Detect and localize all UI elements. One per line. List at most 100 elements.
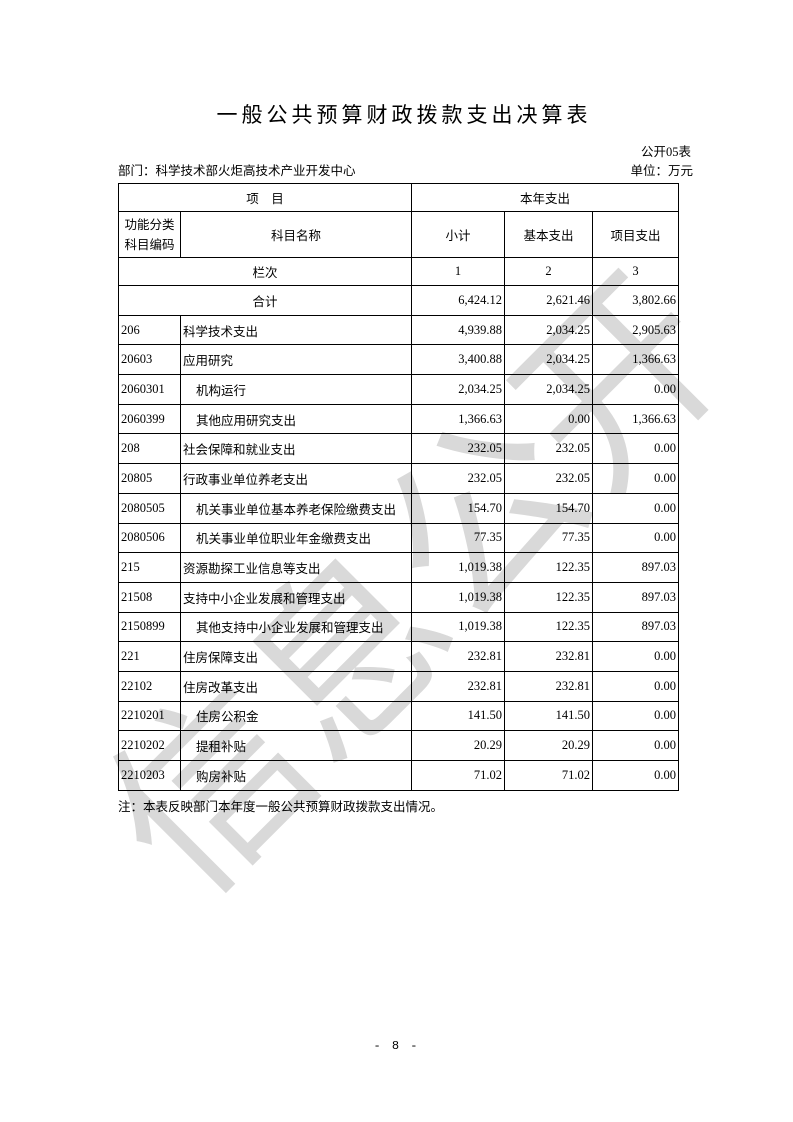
subtotal-cell: 4,939.88 bbox=[411, 314, 506, 346]
subject-cell: 行政事业单位养老支出 bbox=[179, 463, 413, 494]
table-row: 21508 支持中小企业发展和管理支出 1,019.38 122.35 897.… bbox=[118, 581, 680, 613]
total-basic-cell: 2,621.46 bbox=[504, 285, 594, 316]
budget-table: 项 目 本年支出 功能分类 科目编码 科目名称 小计 基本支出 项目支出 栏次 … bbox=[117, 183, 680, 791]
basic-expense-cell: 122.35 bbox=[504, 552, 594, 583]
department-label: 部门：科学技术部火炬高技术产业开发中心 bbox=[118, 164, 356, 178]
code-cell: 20603 bbox=[118, 344, 181, 376]
project-expense-cell: 897.03 bbox=[592, 611, 680, 643]
code-cell: 215 bbox=[118, 552, 181, 583]
table-row: 20603 应用研究 3,400.88 2,034.25 1,366.63 bbox=[118, 344, 680, 376]
project-expense-cell: 0.00 bbox=[592, 522, 680, 554]
code-cell: 2060399 bbox=[118, 403, 181, 435]
project-expense-cell: 0.00 bbox=[592, 492, 680, 524]
project-expense-cell: 0.00 bbox=[592, 374, 680, 405]
subject-cell: 其他支持中小企业发展和管理支出 bbox=[179, 611, 413, 643]
table-header: 项 目 本年支出 功能分类 科目编码 科目名称 小计 基本支出 项目支出 栏次 … bbox=[117, 183, 680, 286]
subject-cell: 社会保障和就业支出 bbox=[179, 433, 413, 465]
code-cell: 2080505 bbox=[118, 492, 181, 524]
column-index-3: 3 bbox=[592, 257, 680, 286]
code-cell: 208 bbox=[118, 433, 181, 465]
total-label-cell: 合计 bbox=[117, 285, 413, 316]
subtotal-cell: 71.02 bbox=[411, 760, 506, 791]
project-expense-cell: 1,366.63 bbox=[592, 344, 680, 376]
table-row: 206 科学技术支出 4,939.88 2,034.25 2,905.63 bbox=[118, 314, 680, 346]
basic-expense-cell: 232.81 bbox=[504, 641, 594, 672]
subject-name-header: 科目名称 bbox=[179, 211, 413, 258]
subject-cell: 应用研究 bbox=[179, 344, 413, 376]
basic-expense-cell: 0.00 bbox=[504, 403, 594, 435]
footnote: 注：本表反映部门本年度一般公共预算财政拨款支出情况。 bbox=[118, 800, 444, 814]
table-meta-row: 部门：科学技术部火炬高技术产业开发中心 单位：万元 bbox=[118, 160, 693, 179]
table-row: 2060399 其他应用研究支出 1,366.63 0.00 1,366.63 bbox=[118, 403, 680, 435]
subtotal-cell: 1,019.38 bbox=[411, 581, 506, 613]
function-code-header-line2: 科目编码 bbox=[124, 237, 175, 252]
code-cell: 221 bbox=[118, 641, 181, 672]
column-index-2: 2 bbox=[504, 257, 594, 286]
project-expense-cell: 0.00 bbox=[592, 730, 680, 761]
unit-label: 单位：万元 bbox=[630, 164, 693, 178]
code-cell: 21508 bbox=[118, 581, 181, 613]
basic-expense-cell: 71.02 bbox=[504, 760, 594, 791]
basic-expense-cell: 20.29 bbox=[504, 730, 594, 761]
subject-cell: 提租补贴 bbox=[179, 730, 413, 761]
subtotal-cell: 77.35 bbox=[411, 522, 506, 554]
code-cell: 2060301 bbox=[118, 374, 181, 405]
subtotal-cell: 232.05 bbox=[411, 433, 506, 465]
subtotal-cell: 232.81 bbox=[411, 641, 506, 672]
subject-cell: 机关事业单位职业年金缴费支出 bbox=[179, 522, 413, 554]
project-expense-cell: 0.00 bbox=[592, 463, 680, 494]
sheet-number-label: 公开05表 bbox=[640, 145, 691, 159]
header-group-row: 项 目 本年支出 bbox=[117, 183, 680, 212]
table-row: 221 住房保障支出 232.81 232.81 0.00 bbox=[118, 641, 680, 672]
table-row: 2210201 住房公积金 141.50 141.50 0.00 bbox=[118, 700, 680, 732]
code-cell: 206 bbox=[118, 314, 181, 346]
table-body: 合计 6,424.12 2,621.46 3,802.66 206 科学技术支出… bbox=[117, 285, 680, 791]
basic-expense-cell: 232.05 bbox=[504, 433, 594, 465]
subtotal-cell: 20.29 bbox=[411, 730, 506, 761]
project-expense-header: 项目支出 bbox=[592, 211, 680, 258]
table-row: 2060301 机构运行 2,034.25 2,034.25 0.00 bbox=[118, 374, 680, 405]
subject-cell: 机构运行 bbox=[179, 374, 413, 405]
subject-cell: 住房改革支出 bbox=[179, 670, 413, 702]
subtotal-cell: 232.81 bbox=[411, 670, 506, 702]
subject-cell: 机关事业单位基本养老保险缴费支出 bbox=[179, 492, 413, 524]
code-cell: 22102 bbox=[118, 670, 181, 702]
code-cell: 2080506 bbox=[118, 522, 181, 554]
project-expense-cell: 2,905.63 bbox=[592, 314, 680, 346]
subtotal-header: 小计 bbox=[411, 211, 506, 258]
header-columns-row: 功能分类 科目编码 科目名称 小计 基本支出 项目支出 bbox=[118, 211, 680, 258]
basic-expense-cell: 2,034.25 bbox=[504, 344, 594, 376]
subject-cell: 支持中小企业发展和管理支出 bbox=[179, 581, 413, 613]
subtotal-cell: 154.70 bbox=[411, 492, 506, 524]
subtotal-cell: 1,019.38 bbox=[411, 611, 506, 643]
project-expense-cell: 0.00 bbox=[592, 641, 680, 672]
basic-expense-cell: 122.35 bbox=[504, 581, 594, 613]
table-row: 2080505 机关事业单位基本养老保险缴费支出 154.70 154.70 0… bbox=[118, 492, 680, 524]
subtotal-cell: 1,366.63 bbox=[411, 403, 506, 435]
basic-expense-header: 基本支出 bbox=[504, 211, 594, 258]
table-row: 215 资源勘探工业信息等支出 1,019.38 122.35 897.03 bbox=[118, 552, 680, 583]
project-expense-cell: 1,366.63 bbox=[592, 403, 680, 435]
subtotal-cell: 141.50 bbox=[411, 700, 506, 732]
basic-expense-cell: 141.50 bbox=[504, 700, 594, 732]
total-project-cell: 3,802.66 bbox=[592, 285, 680, 316]
basic-expense-cell: 154.70 bbox=[504, 492, 594, 524]
basic-expense-cell: 232.81 bbox=[504, 670, 594, 702]
total-row: 合计 6,424.12 2,621.46 3,802.66 bbox=[117, 285, 680, 316]
subject-cell: 其他应用研究支出 bbox=[179, 403, 413, 435]
table-row: 2210203 购房补贴 71.02 71.02 0.00 bbox=[118, 760, 680, 791]
subject-cell: 资源勘探工业信息等支出 bbox=[179, 552, 413, 583]
table-row: 208 社会保障和就业支出 232.05 232.05 0.00 bbox=[118, 433, 680, 465]
code-cell: 2150899 bbox=[118, 611, 181, 643]
table-row: 2150899 其他支持中小企业发展和管理支出 1,019.38 122.35 … bbox=[118, 611, 680, 643]
subtotal-cell: 1,019.38 bbox=[411, 552, 506, 583]
function-code-header: 功能分类 科目编码 bbox=[118, 211, 181, 258]
column-index-row: 栏次 1 2 3 bbox=[117, 257, 680, 286]
project-expense-cell: 0.00 bbox=[592, 433, 680, 465]
subject-cell: 住房保障支出 bbox=[179, 641, 413, 672]
table-row: 2080506 机关事业单位职业年金缴费支出 77.35 77.35 0.00 bbox=[118, 522, 680, 554]
project-expense-cell: 897.03 bbox=[592, 552, 680, 583]
table-row: 2210202 提租补贴 20.29 20.29 0.00 bbox=[118, 730, 680, 761]
column-index-label: 栏次 bbox=[117, 257, 413, 286]
